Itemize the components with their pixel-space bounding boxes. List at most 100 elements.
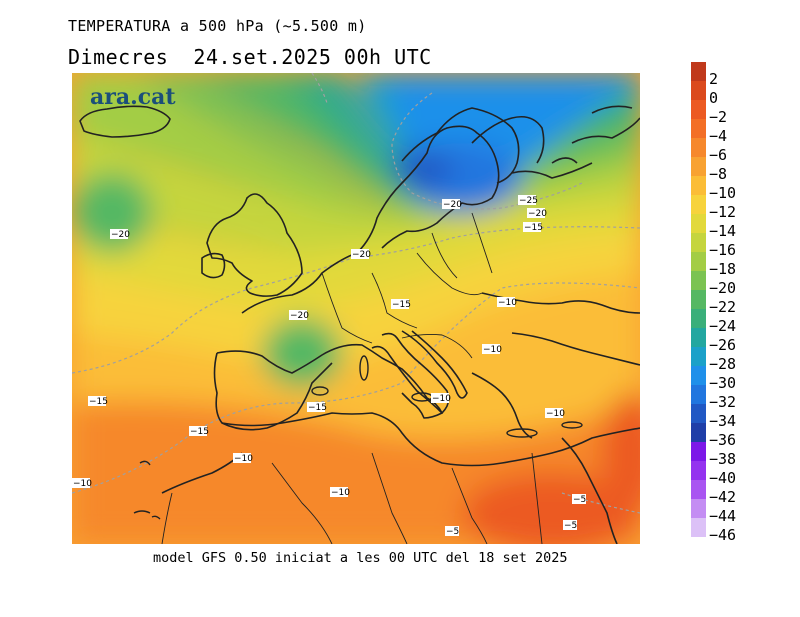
contour-label: −20: [442, 199, 462, 210]
svg-text:−15: −15: [89, 397, 108, 407]
contour-label: −10: [330, 487, 350, 498]
legend-swatch: [691, 157, 706, 176]
legend-swatch: [691, 328, 706, 347]
svg-text:−5: −5: [446, 527, 459, 537]
legend-swatch: [691, 309, 706, 328]
legend-swatch: [691, 480, 706, 499]
iberia-france-coast: [216, 343, 443, 419]
legend-label: −2: [709, 108, 728, 126]
temperature-map: −20 −25 −20 −15 −20 −20 −15 −10 −20 −10 …: [72, 73, 640, 544]
contour-label: −10: [497, 297, 517, 308]
legend-label: −46: [709, 526, 737, 544]
legend-label: −36: [709, 431, 737, 449]
legend-label: −16: [709, 241, 737, 259]
contour-label: −15: [189, 426, 209, 437]
isotherms: [72, 73, 640, 514]
corsica-sardinia-outline: [359, 355, 369, 381]
legend-label: −18: [709, 260, 737, 278]
legend-swatch: [691, 62, 706, 81]
legend-swatch: [691, 366, 706, 385]
contour-label: −20: [110, 229, 130, 240]
legend-label: 2: [709, 70, 719, 88]
coastlines: [79, 105, 640, 544]
legend-swatch: [691, 271, 706, 290]
contour-label: −5: [572, 494, 586, 505]
legend-label: −28: [709, 355, 737, 373]
legend-label: −30: [709, 374, 737, 392]
contour-label: −15: [307, 402, 327, 413]
legend-label: −42: [709, 488, 737, 506]
svg-text:−20: −20: [528, 209, 547, 219]
great-britain-outline: [206, 193, 303, 297]
svg-text:−20: −20: [111, 230, 130, 240]
iceland-outline: [79, 105, 171, 138]
crete-outline: [506, 428, 538, 438]
svg-text:−10: −10: [498, 298, 517, 308]
contour-label: −10: [72, 478, 92, 489]
contour-label: −10: [431, 393, 451, 404]
temperature-field: [72, 73, 640, 544]
legend-swatch: [691, 100, 706, 119]
cyprus-outline: [561, 421, 583, 429]
legend-label: −6: [709, 146, 728, 164]
contour-label: −10: [545, 408, 565, 419]
legend-swatch: [691, 290, 706, 309]
svg-text:−15: −15: [524, 223, 543, 233]
north-africa-coast: [221, 412, 640, 467]
contour-label: −10: [482, 344, 502, 355]
contour-label: −15: [523, 222, 543, 233]
ireland-outline: [201, 252, 226, 279]
legend-label: −26: [709, 336, 737, 354]
svg-text:−20: −20: [443, 200, 462, 210]
legend-label: −8: [709, 165, 728, 183]
continent-north-coast: [241, 125, 500, 314]
legend-label: −4: [709, 127, 728, 145]
svg-text:−25: −25: [519, 196, 538, 206]
legend-label: −34: [709, 412, 737, 430]
legend-label: −44: [709, 507, 737, 525]
contour-label: −10: [233, 453, 253, 464]
legend-swatch: [691, 176, 706, 195]
contour-label: −5: [445, 526, 459, 537]
svg-text:−10: −10: [73, 479, 92, 489]
contour-label: −25: [518, 195, 538, 206]
svg-text:−10: −10: [331, 488, 350, 498]
legend-label: −22: [709, 298, 737, 316]
legend-swatch: [691, 119, 706, 138]
contour-label: −20: [351, 249, 371, 260]
svg-text:−10: −10: [234, 454, 253, 464]
svg-text:−5: −5: [564, 521, 577, 531]
legend-swatch: [691, 423, 706, 442]
legend-swatch: [691, 233, 706, 252]
svg-text:−10: −10: [546, 409, 565, 419]
map-svg: −20 −25 −20 −15 −20 −20 −15 −10 −20 −10 …: [72, 73, 640, 544]
legend-swatch: [691, 442, 706, 461]
color-legend: [691, 62, 706, 537]
svg-text:−10: −10: [432, 394, 451, 404]
model-info: model GFS 0.50 iniciat a les 00 UTC del …: [153, 550, 568, 566]
legend-label: −40: [709, 469, 737, 487]
legend-swatch: [691, 347, 706, 366]
legend-label: −32: [709, 393, 737, 411]
forecast-date: Dimecres 24.set.2025 00h UTC: [68, 45, 432, 69]
legend-label: −10: [709, 184, 737, 202]
svg-text:−20: −20: [352, 250, 371, 260]
legend-swatch: [691, 385, 706, 404]
svg-text:−15: −15: [190, 427, 209, 437]
legend-label: −38: [709, 450, 737, 468]
svg-text:−15: −15: [308, 403, 327, 413]
map-title: TEMPERATURA a 500 hPa (~5.500 m): [68, 17, 367, 35]
legend-label: −20: [709, 279, 737, 297]
balearic-outline: [311, 386, 329, 396]
svg-text:−15: −15: [392, 300, 411, 310]
legend-label: 0: [709, 89, 719, 107]
legend-swatch: [691, 195, 706, 214]
contour-label: −20: [527, 208, 547, 219]
contour-label: −15: [88, 396, 108, 407]
legend-label: −24: [709, 317, 737, 335]
legend-swatch: [691, 461, 706, 480]
islands: [133, 355, 583, 520]
legend-swatch: [691, 404, 706, 423]
legend-swatch: [691, 138, 706, 157]
country-borders: [161, 212, 543, 544]
